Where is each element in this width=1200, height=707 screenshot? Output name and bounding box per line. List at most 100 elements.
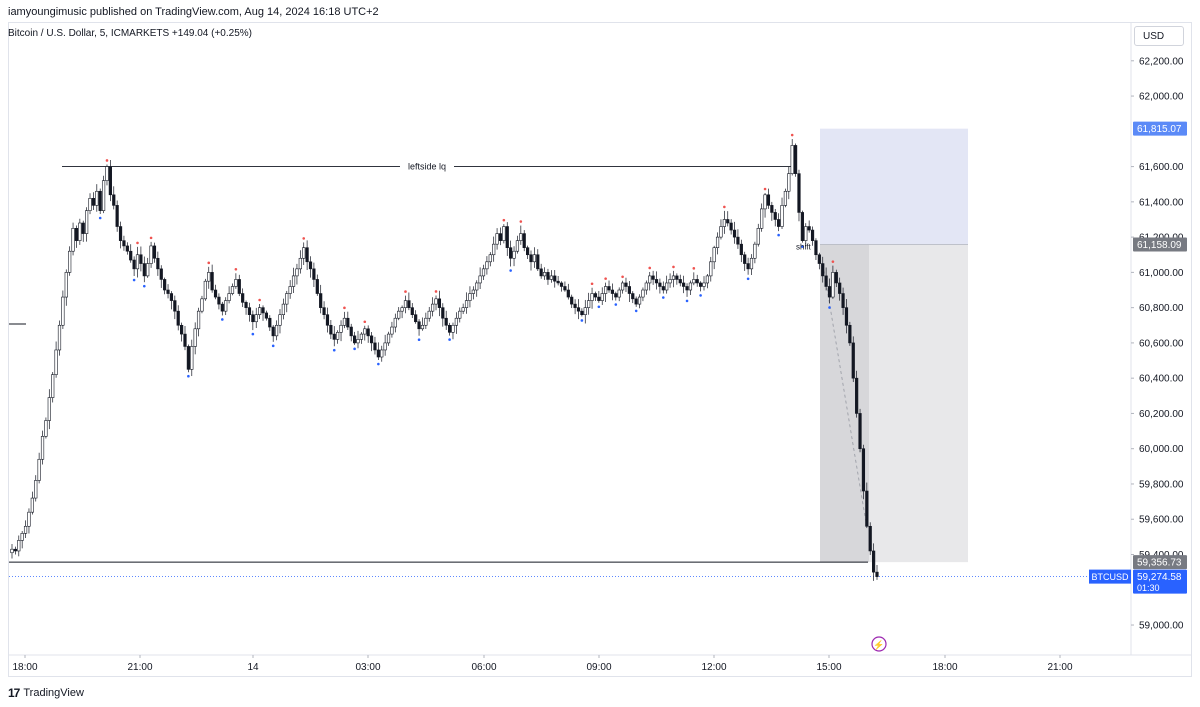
candle-body (607, 286, 611, 291)
candle-body (671, 275, 676, 280)
swing-low-marker (801, 245, 804, 248)
candle-body (756, 227, 760, 245)
candle-body (777, 219, 781, 227)
candle-body (800, 212, 804, 241)
candle-body (797, 173, 801, 213)
candle-body (590, 293, 594, 301)
swing-high-marker (723, 205, 726, 209)
candle-body (821, 263, 825, 277)
candle-body (715, 236, 720, 248)
candle-body (71, 227, 75, 252)
candle-body (682, 282, 686, 287)
candle-body (319, 293, 323, 308)
candle-body (807, 226, 811, 231)
candle-body (509, 247, 513, 259)
candle-body (498, 233, 503, 241)
price-tick-label: 59,000.00 (1139, 621, 1184, 632)
profit-zone[interactable] (820, 128, 968, 245)
candle-body (851, 342, 855, 379)
candle-body (522, 233, 526, 248)
last-price-tag-bg (1133, 569, 1187, 594)
candle-body (85, 210, 89, 234)
candle-body (261, 307, 265, 314)
candle-body (536, 254, 540, 270)
candle-body (108, 166, 112, 196)
candle-body (336, 332, 340, 340)
candle-body (44, 420, 48, 437)
candle-body (861, 448, 866, 492)
time-tick-label: 09:00 (586, 662, 611, 673)
candle-body (519, 233, 523, 241)
swing-high-marker (831, 260, 835, 263)
entry-price-tag: 61,158.09 (1137, 240, 1182, 251)
candle-body (732, 229, 737, 238)
candle-body (112, 194, 116, 206)
candle-body (308, 261, 313, 270)
candle-body (570, 296, 574, 305)
currency-selector[interactable]: USD (1134, 26, 1184, 46)
candle-body (492, 243, 496, 256)
candle-body (51, 374, 55, 398)
swing-low-marker (377, 362, 380, 366)
candle-body (363, 328, 367, 335)
swing-low-marker (661, 296, 665, 299)
candle-body (685, 286, 689, 291)
candle-body (20, 533, 24, 541)
candle-body (268, 317, 272, 328)
candle-body (159, 268, 163, 280)
candle-body (98, 190, 102, 211)
candle-body (587, 300, 591, 308)
candle-body (420, 324, 425, 330)
candle-body (285, 293, 289, 305)
swing-low-marker (597, 305, 601, 309)
time-tick-label: 12:00 (701, 662, 726, 673)
candle-body (817, 254, 821, 264)
swing-high-marker (790, 133, 794, 137)
candle-body (118, 226, 123, 241)
candle-body (129, 250, 133, 261)
target-price-tag: 61,815.07 (1137, 124, 1182, 135)
candle-body (763, 194, 767, 210)
candle-body (230, 286, 235, 294)
candle-body (359, 333, 363, 340)
candle-body (383, 342, 387, 351)
candle-body (810, 229, 815, 241)
candle-body (502, 226, 506, 241)
price-tick-label: 61,400.00 (1139, 197, 1184, 208)
candle-body (634, 298, 638, 305)
candle-body (831, 272, 835, 298)
candle-body (210, 272, 214, 291)
price-tick-label: 60,200.00 (1139, 409, 1184, 420)
candle-body (688, 282, 693, 291)
swing-low-marker (132, 278, 136, 282)
candle-body (241, 293, 245, 303)
candle-body (444, 317, 448, 326)
candle-body (274, 324, 279, 337)
swing-high-marker (434, 290, 438, 293)
tradingview-logo[interactable]: 17 TradingView (8, 686, 84, 700)
candle-body (665, 282, 669, 291)
candle-body (729, 222, 733, 231)
candle-body (593, 293, 598, 298)
candle-body (281, 303, 285, 315)
lightning-alert-icon[interactable] (871, 636, 887, 652)
candle-body (454, 317, 458, 326)
candle-body (180, 324, 184, 335)
candle-body (200, 298, 204, 312)
candle-body (441, 307, 445, 319)
candle-body (539, 268, 543, 277)
candle-body (339, 324, 343, 333)
candle-body (40, 436, 45, 460)
swing-high-marker (590, 282, 594, 286)
candle-body (780, 205, 784, 227)
candle-body (332, 333, 336, 340)
candle-body (431, 303, 435, 312)
candle-body (858, 413, 862, 450)
candle-body (356, 339, 360, 344)
candle-body (675, 275, 679, 280)
candle-body (841, 293, 845, 308)
candle-body (614, 293, 618, 298)
swing-high-marker (692, 267, 696, 270)
candle-body (156, 257, 160, 270)
